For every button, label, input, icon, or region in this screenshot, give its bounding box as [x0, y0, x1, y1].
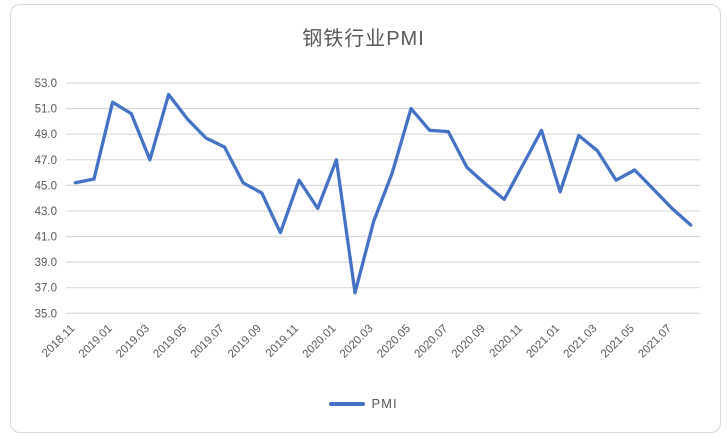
x-tick-label: 2019.01 [77, 323, 115, 361]
x-tick-label: 2020.07 [413, 323, 451, 361]
y-tick-label: 47.0 [35, 155, 57, 167]
chart-frame [10, 4, 721, 433]
y-tick-label: 43.0 [35, 206, 57, 218]
y-tick-label: 37.0 [35, 283, 57, 295]
x-tick-label: 2020.11 [488, 323, 525, 360]
y-tick-label: 39.0 [35, 257, 57, 269]
y-tick-label: 51.0 [35, 104, 57, 116]
y-tick-label: 45.0 [35, 180, 57, 192]
x-tick-label: 2021.05 [599, 323, 637, 361]
x-tick-label: 2020.03 [338, 323, 376, 361]
y-tick-label: 35.0 [35, 308, 57, 320]
y-tick-label: 49.0 [35, 129, 57, 141]
x-tick-label: 2021.01 [524, 323, 562, 361]
y-tick-label: 41.0 [35, 232, 57, 244]
x-tick-label: 2019.11 [264, 323, 301, 360]
pmi-series-line [73, 92, 693, 295]
x-tick-label: 2019.03 [114, 323, 152, 361]
x-tick-label: 2021.07 [636, 323, 674, 361]
x-tick-label: 2021.03 [562, 323, 600, 361]
x-tick-label: 2020.01 [301, 323, 339, 361]
legend-line-swatch [329, 401, 366, 406]
x-tick-label: 2020.09 [450, 323, 488, 361]
legend-label: PMI [371, 396, 398, 411]
x-tick-label: 2020.05 [375, 323, 413, 361]
x-tick-label: 2019.07 [189, 323, 227, 361]
legend: PMI [0, 396, 727, 411]
chart-title: 钢铁行业PMI [302, 28, 425, 50]
x-tick-label: 2019.09 [226, 323, 264, 361]
x-tick-label: 2018.11 [40, 323, 77, 360]
y-tick-label: 53.0 [35, 78, 57, 90]
x-tick-label: 2019.05 [151, 323, 189, 361]
